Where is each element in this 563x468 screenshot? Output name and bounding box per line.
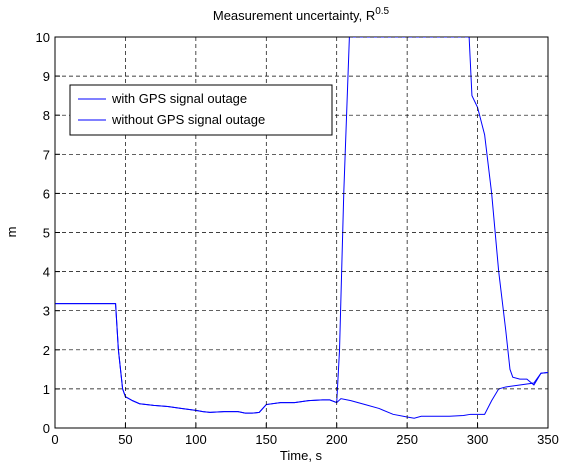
y-tick-label: 7: [43, 147, 50, 162]
y-tick-label: 1: [43, 382, 50, 397]
x-tick-label: 250: [396, 432, 418, 447]
x-tick-label: 0: [51, 432, 58, 447]
chart-title: Measurement uncertainty, R0.5: [213, 6, 390, 23]
x-tick-label: 150: [255, 432, 277, 447]
y-tick-label: 4: [43, 265, 50, 280]
y-tick-label: 9: [43, 69, 50, 84]
x-tick-label: 300: [467, 432, 489, 447]
plot-lines: [55, 37, 548, 419]
legend-label: without GPS signal outage: [111, 112, 265, 127]
legend-label: with GPS signal outage: [111, 91, 247, 106]
y-tick-label: 5: [43, 226, 50, 241]
y-tick-label: 10: [36, 30, 50, 45]
y-tick-label: 3: [43, 304, 50, 319]
title-superscript: 0.5: [375, 6, 389, 17]
x-tick-label: 100: [185, 432, 207, 447]
x-tick-label: 350: [537, 432, 559, 447]
series-line: [55, 303, 548, 419]
y-tick-label: 2: [43, 343, 50, 358]
y-axis-label: m: [4, 227, 19, 238]
legend-box: [69, 84, 333, 136]
x-tick-label: 200: [326, 432, 348, 447]
y-tick-label: 8: [43, 108, 50, 123]
y-tick-label: 6: [43, 186, 50, 201]
y-tick-label: 0: [43, 421, 50, 436]
x-tick-label: 50: [118, 432, 132, 447]
x-axis-label: Time, s: [280, 448, 323, 463]
title-text: Measurement uncertainty, R: [213, 8, 375, 23]
